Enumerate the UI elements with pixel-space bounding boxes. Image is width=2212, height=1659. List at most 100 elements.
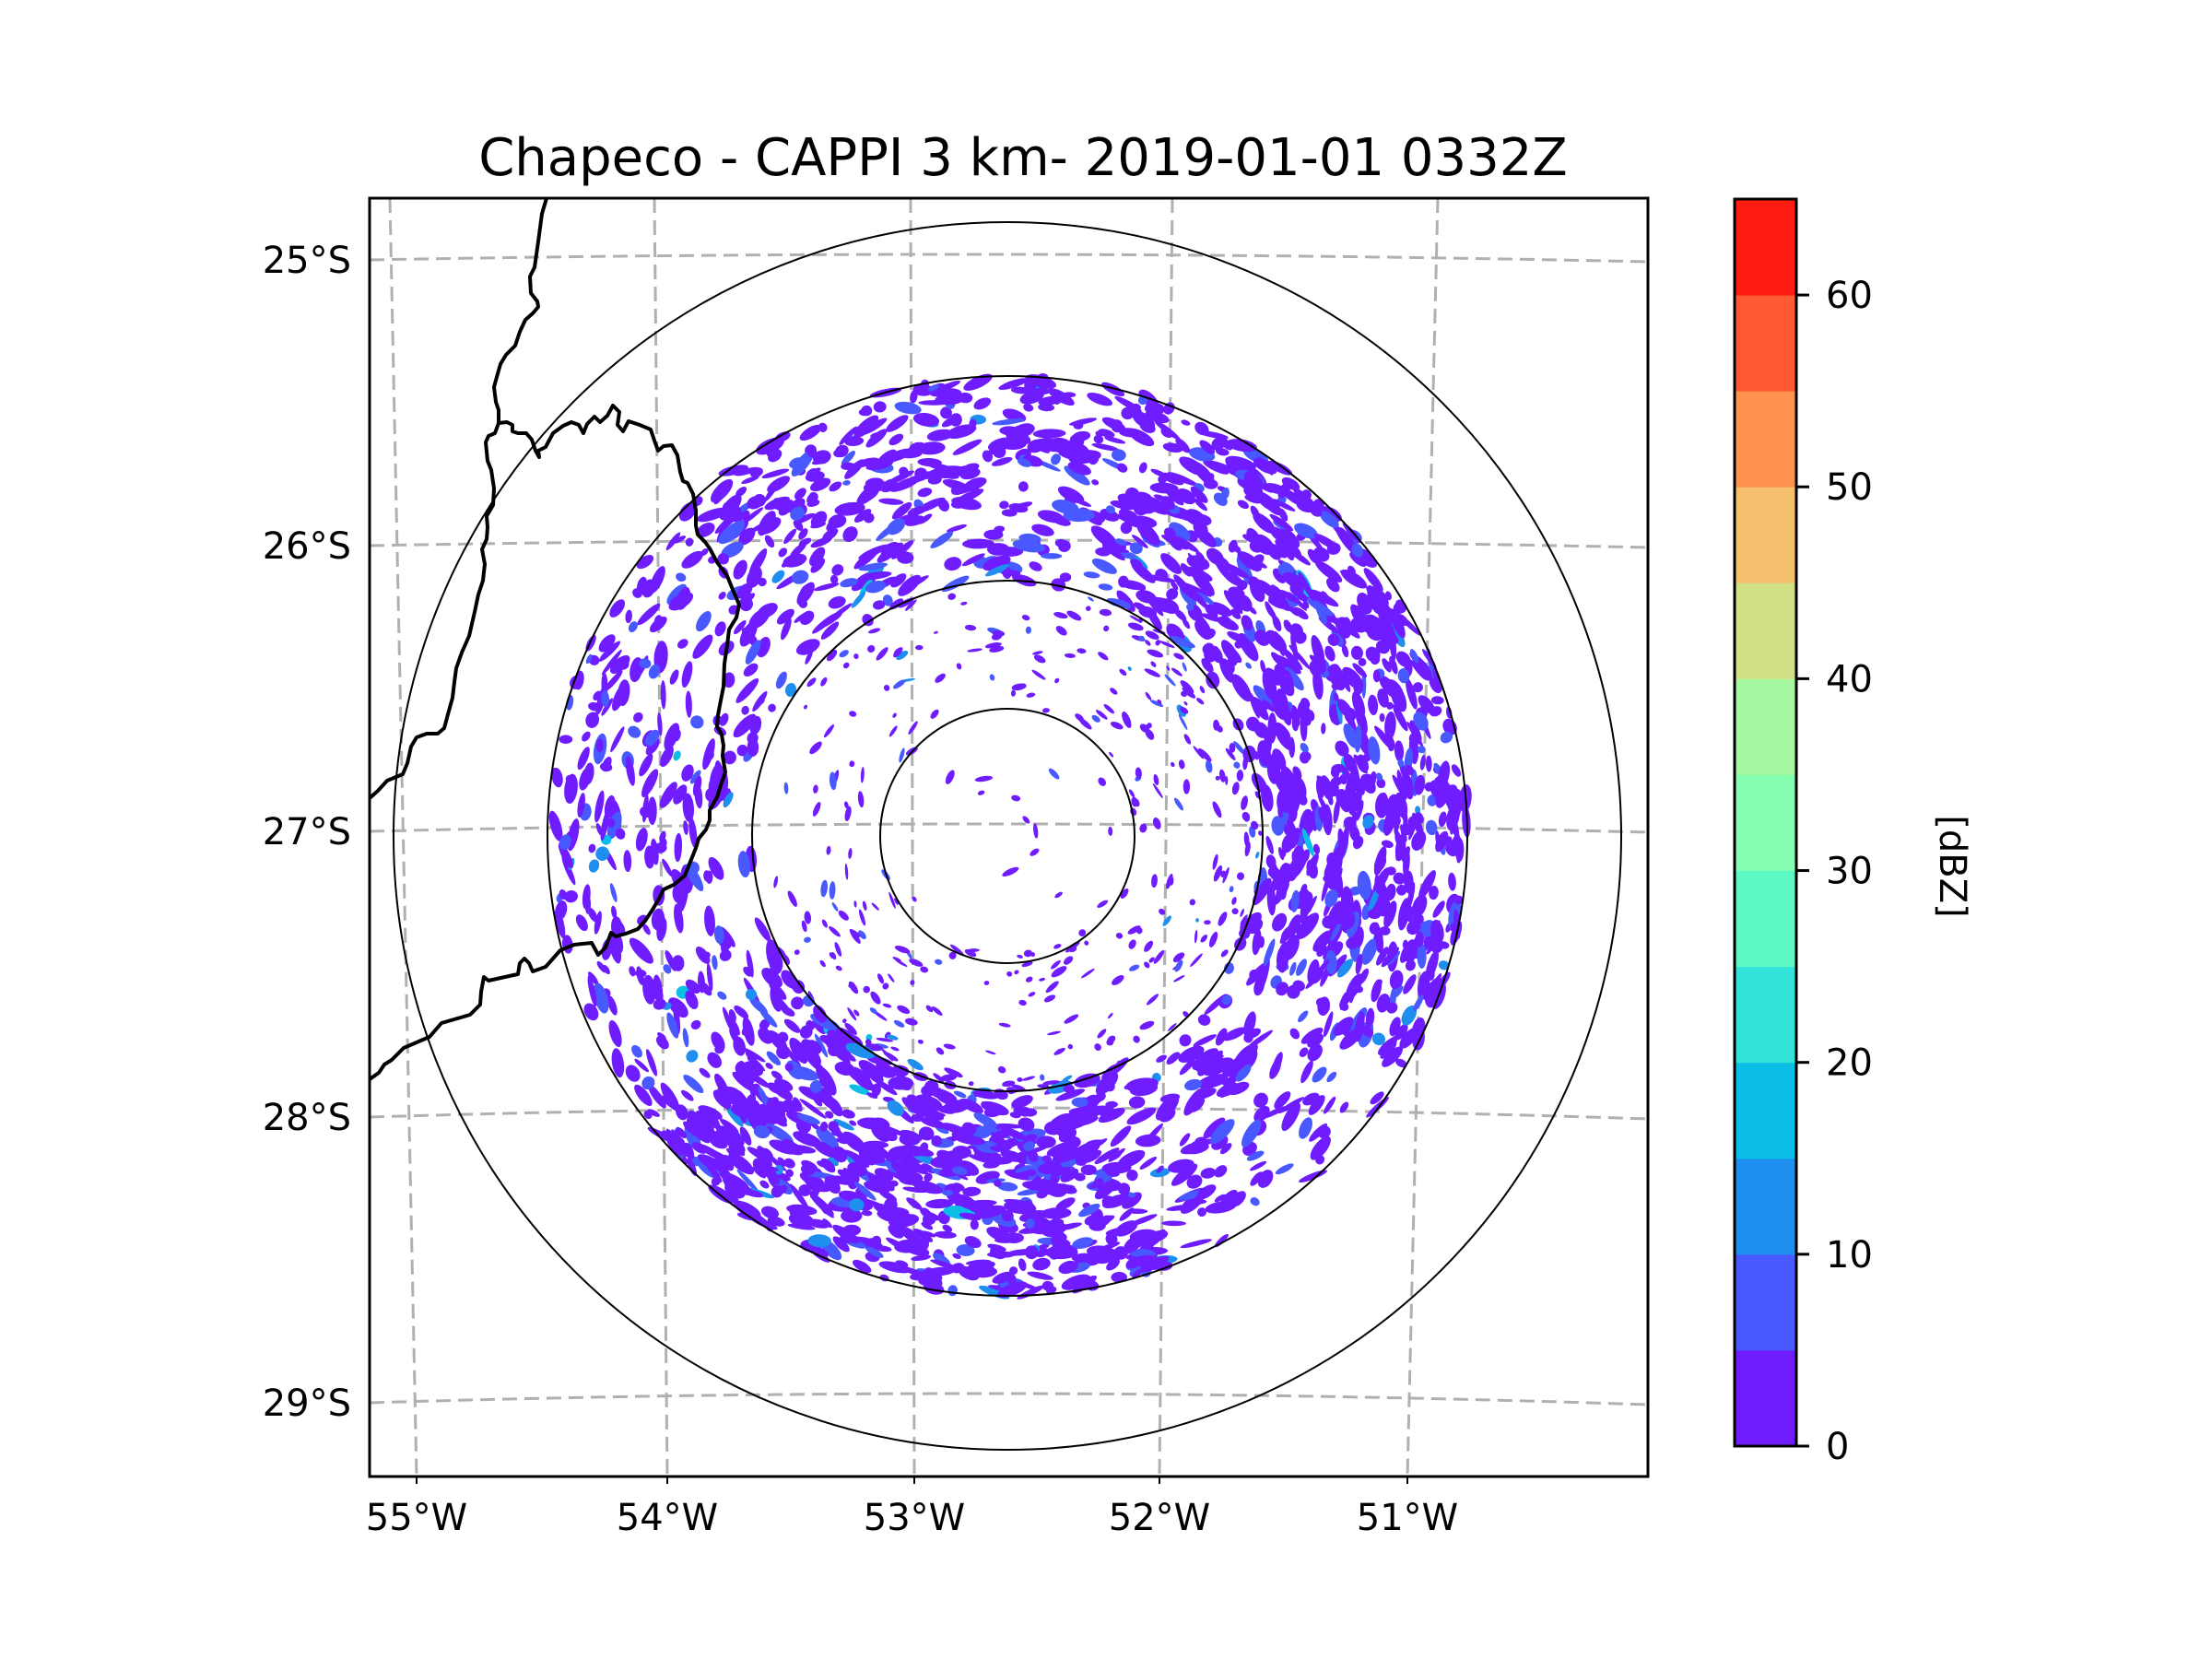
- echo-cell: [935, 394, 964, 406]
- echo-cell: [1155, 640, 1161, 646]
- echo-cell: [613, 918, 626, 935]
- echo-cell: [668, 997, 688, 1018]
- echo-cell: [1213, 719, 1220, 731]
- echo-cell: [984, 443, 1011, 456]
- echo-cell: [1319, 511, 1339, 528]
- echo-cell: [1145, 691, 1152, 700]
- echo-cell: [1321, 723, 1326, 735]
- echo-cell: [660, 680, 666, 710]
- echo-cell: [960, 601, 968, 606]
- echo-cell: [1051, 578, 1066, 592]
- echo-cell: [994, 1179, 1002, 1187]
- echo-cell: [1225, 747, 1236, 761]
- echo-cell: [964, 624, 977, 631]
- echo-cell: [1250, 1197, 1260, 1206]
- echo-cell: [1110, 500, 1136, 511]
- echo-cell: [1393, 704, 1408, 732]
- echo-cell: [1276, 722, 1291, 739]
- echo-cell: [924, 1091, 932, 1105]
- echo-cell: [1262, 668, 1277, 700]
- echo-cell: [785, 682, 796, 698]
- echo-cell: [1365, 1007, 1375, 1028]
- echo-cell: [768, 1030, 788, 1053]
- echo-cell: [925, 1198, 954, 1209]
- echo-cell: [1283, 545, 1294, 561]
- echo-cell: [1061, 1274, 1091, 1290]
- echo-cell: [1404, 870, 1414, 894]
- colorbar-ticks: 0 10 20 30 40 50 60: [1796, 275, 1873, 1468]
- echo-cell: [866, 1092, 878, 1100]
- echo-cell: [1395, 884, 1407, 896]
- echo-cell: [676, 1104, 688, 1121]
- echo-cell: [1327, 633, 1340, 646]
- echo-cell: [1133, 1035, 1140, 1043]
- echo-cell: [1230, 674, 1253, 702]
- echo-cell: [807, 1234, 831, 1248]
- echo-cell: [1018, 999, 1027, 1006]
- echo-cell: [1014, 970, 1019, 975]
- echo-cell: [1161, 535, 1189, 550]
- echo-cell: [689, 770, 701, 784]
- echo-cell: [1386, 866, 1396, 876]
- echo-cell: [992, 1271, 1015, 1284]
- echo-cell: [1011, 501, 1033, 511]
- echo-cell: [1258, 935, 1265, 948]
- echo-cell: [601, 689, 610, 707]
- echo-cell: [1039, 977, 1046, 982]
- echo-cell: [1080, 1164, 1097, 1176]
- echo-cell: [1091, 558, 1117, 574]
- echo-cell: [783, 782, 789, 794]
- echo-cell: [1156, 1165, 1164, 1173]
- echo-cell: [725, 1180, 753, 1195]
- echo-cell: [1057, 486, 1085, 504]
- echo-cell: [1316, 944, 1327, 958]
- echo-cell: [851, 591, 866, 608]
- echo-cell: [1106, 1039, 1114, 1046]
- echo-cell: [625, 1065, 641, 1082]
- echo-cell: [1276, 870, 1288, 900]
- echo-cell: [789, 1037, 808, 1064]
- echo-cell: [735, 487, 747, 497]
- echo-cell: [1063, 956, 1074, 965]
- echo-cell: [839, 650, 849, 658]
- echo-cell: [791, 996, 804, 1010]
- echo-cell: [932, 1006, 943, 1016]
- echo-cell: [1214, 558, 1233, 582]
- echo-cell: [1081, 968, 1095, 979]
- echo-cell: [1058, 540, 1071, 553]
- echo-cell: [1032, 429, 1066, 439]
- echo-cell: [812, 801, 821, 817]
- echo-cell: [1148, 957, 1155, 963]
- colorbar-tick-label: 10: [1826, 1234, 1873, 1277]
- echo-cell: [1293, 488, 1314, 507]
- colorbar-bin: [1735, 774, 1796, 872]
- echo-cell: [1108, 1147, 1125, 1162]
- echo-cell: [1408, 732, 1422, 746]
- echo-cell: [1326, 542, 1341, 555]
- echo-cell: [1400, 824, 1407, 842]
- echo-cell: [1289, 1028, 1300, 1040]
- echo-cell: [888, 1213, 920, 1228]
- echo-cell: [1287, 914, 1301, 937]
- echo-cell: [676, 1143, 691, 1158]
- echo-cell: [1202, 628, 1216, 640]
- echo-cell: [1266, 884, 1277, 916]
- echo-cell: [911, 1254, 932, 1262]
- echo-cell: [896, 650, 909, 661]
- echo-cell: [739, 1126, 752, 1146]
- echo-cell: [904, 1018, 918, 1026]
- colorbar-tick-label: 30: [1826, 851, 1873, 893]
- echo-cell: [761, 967, 782, 988]
- echo-cell: [1283, 619, 1293, 632]
- echo-cell: [949, 413, 962, 427]
- echo-cell: [634, 1058, 650, 1073]
- echo-cell: [1060, 1168, 1079, 1182]
- x-tick-label: 51°W: [1357, 1497, 1458, 1539]
- echo-cell: [772, 498, 782, 511]
- echo-cell: [719, 712, 729, 726]
- echo-cell: [1182, 662, 1187, 672]
- echo-cell: [1011, 1095, 1033, 1109]
- echo-cell: [1138, 462, 1147, 474]
- echo-cell: [801, 920, 807, 933]
- echo-cell: [1241, 1119, 1262, 1147]
